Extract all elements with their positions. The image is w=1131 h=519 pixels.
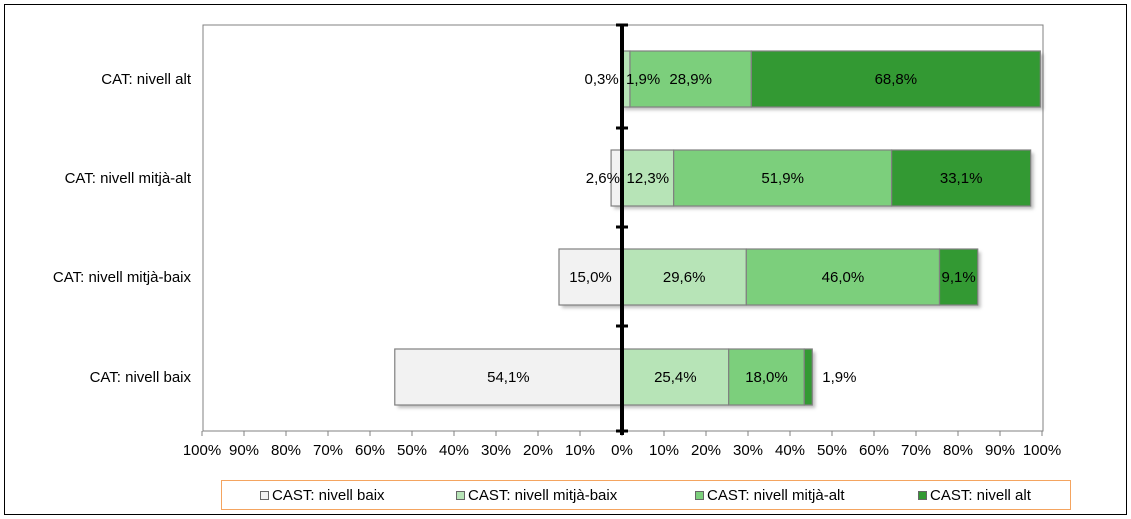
- x-tick-label: 100%: [183, 442, 221, 459]
- legend-label: CAST: nivell mitjà-baix: [468, 487, 618, 504]
- x-tick-label: 60%: [355, 442, 385, 459]
- bar-segment: [629, 50, 752, 108]
- x-tick-label: 20%: [523, 442, 553, 459]
- x-tick-label: 90%: [229, 442, 259, 459]
- x-tick-label: 70%: [901, 442, 931, 459]
- bar-segment: [621, 149, 675, 207]
- data-label: 46,0%: [822, 269, 865, 286]
- data-label: 1,9%: [626, 71, 660, 88]
- x-tick-label: 40%: [439, 442, 469, 459]
- data-label: 25,4%: [654, 369, 697, 386]
- x-tick-label: 10%: [565, 442, 595, 459]
- data-label: 28,9%: [669, 71, 712, 88]
- x-tick-label: 50%: [817, 442, 847, 459]
- data-label: 0,3%: [585, 71, 619, 88]
- x-tick-label: 80%: [943, 442, 973, 459]
- category-label: CAT: nivell baix: [90, 369, 192, 386]
- x-tick-label: 90%: [985, 442, 1015, 459]
- bar-segment: [803, 348, 813, 406]
- legend-swatch: [260, 491, 269, 500]
- data-label: 68,8%: [875, 71, 918, 88]
- x-tick-label: 30%: [733, 442, 763, 459]
- bar-segment: [750, 50, 1041, 108]
- x-tick-label: 30%: [481, 442, 511, 459]
- data-label: 33,1%: [940, 170, 983, 187]
- data-label: 9,1%: [942, 269, 976, 286]
- x-tick-label: 60%: [859, 442, 889, 459]
- category-label: CAT: nivell mitjà-alt: [65, 170, 192, 187]
- category-label: CAT: nivell alt: [101, 71, 192, 88]
- legend-swatch: [695, 491, 704, 500]
- bar-segment: [558, 248, 623, 306]
- x-tick-label: 70%: [313, 442, 343, 459]
- legend-swatch: [918, 491, 927, 500]
- x-tick-label: 80%: [271, 442, 301, 459]
- legend-swatch: [456, 491, 465, 500]
- x-tick-label: 40%: [775, 442, 805, 459]
- data-label: 54,1%: [487, 369, 530, 386]
- legend-label: CAST: nivell baix: [272, 487, 385, 504]
- x-tick-label: 100%: [1023, 442, 1061, 459]
- bar-segment: [745, 248, 941, 306]
- legend-entry: CAST: nivell mitjà-alt: [695, 487, 845, 504]
- category-label: CAT: nivell mitjà-baix: [53, 269, 192, 286]
- chart-plot: 0,3% 1,9% 28,9% 68,8% 2,6% 12,3% 51,9% 33,1% 15,…: [53, 23, 1061, 459]
- bar-segment: [621, 248, 747, 306]
- x-tick-label: 0%: [611, 442, 633, 459]
- x-tick-label: 10%: [649, 442, 679, 459]
- bar-segment: [394, 348, 623, 406]
- legend-label: CAST: nivell mitjà-alt: [707, 487, 845, 504]
- data-label: 29,6%: [663, 269, 706, 286]
- legend-entry: CAST: nivell baix: [260, 487, 385, 504]
- bar-segment: [673, 149, 893, 207]
- data-label: 2,6%: [586, 170, 620, 187]
- legend-entry: CAST: nivell alt: [918, 487, 1031, 504]
- x-tick-label: 50%: [397, 442, 427, 459]
- data-label: 51,9%: [761, 170, 804, 187]
- legend-entry: CAST: nivell mitjà-baix: [456, 487, 617, 504]
- data-label: 15,0%: [569, 269, 612, 286]
- data-label: 1,9%: [822, 369, 856, 386]
- data-label: 18,0%: [745, 369, 788, 386]
- bar-segment: [891, 149, 1032, 207]
- legend: CAST: nivell baix CAST: nivell mitjà-baix…: [221, 480, 1071, 510]
- legend-label: CAST: nivell alt: [930, 487, 1031, 504]
- chart-frame: 0,3% 1,9% 28,9% 68,8% 2,6% 12,3% 51,9% 33,1% 15,…: [4, 4, 1127, 515]
- bar-segment: [938, 248, 979, 306]
- data-label: 12,3%: [627, 170, 670, 187]
- x-tick-label: 20%: [691, 442, 721, 459]
